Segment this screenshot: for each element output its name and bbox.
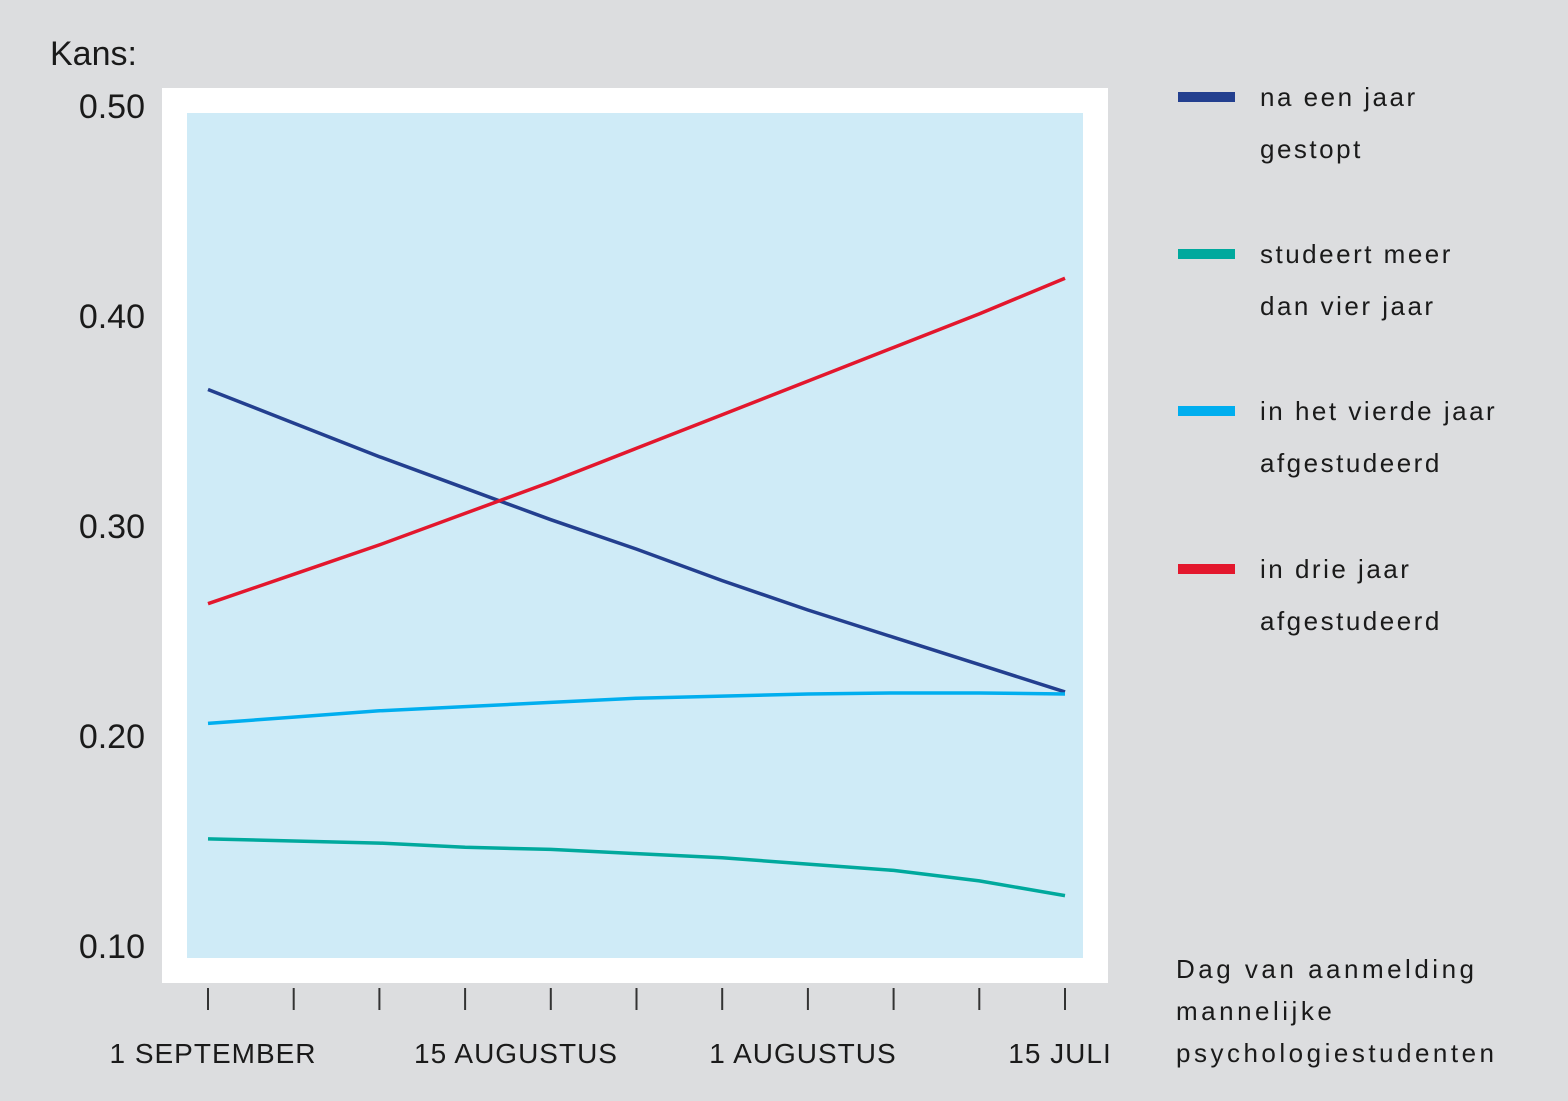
y-tick-label: 0.50 xyxy=(79,88,145,126)
legend-item: in het vierde jaar afgestudeerd xyxy=(1178,396,1497,478)
legend-label: afgestudeerd xyxy=(1260,606,1442,636)
x-axis-note: mannelijke xyxy=(1176,996,1335,1026)
legend-label: dan vier jaar xyxy=(1260,291,1436,321)
legend-label: afgestudeerd xyxy=(1260,448,1442,478)
legend-swatch xyxy=(1178,406,1235,416)
legend-item: in drie jaar afgestudeerd xyxy=(1178,554,1442,636)
legend-label: in drie jaar xyxy=(1260,554,1411,584)
series-line-4 xyxy=(207,276,1066,606)
series-line-1 xyxy=(207,387,1066,694)
legend-item: na een jaar gestopt xyxy=(1178,82,1418,164)
legend-label: studeert meer xyxy=(1260,239,1453,269)
legend-swatch xyxy=(1178,92,1235,102)
x-axis-note: psychologiestudenten xyxy=(1176,1038,1498,1068)
x-tick-label: 15 AUGUSTUS xyxy=(414,1038,618,1069)
x-tick-label: 15 JULI xyxy=(1008,1038,1112,1069)
series-line-2 xyxy=(207,837,1066,898)
y-tick-label: 0.30 xyxy=(79,508,145,546)
legend-label: in het vierde jaar xyxy=(1260,396,1497,426)
x-tick-label: 1 AUGUSTUS xyxy=(709,1038,896,1069)
legend-swatch xyxy=(1178,249,1235,259)
x-tick-label: 1 SEPTEMBER xyxy=(109,1038,316,1069)
legend-label: na een jaar xyxy=(1260,82,1418,112)
y-tick-label: 0.40 xyxy=(79,298,145,336)
legend-item: studeert meer dan vier jaar xyxy=(1178,239,1453,321)
x-axis-note: Dag van aanmelding xyxy=(1176,954,1478,984)
plot-area xyxy=(187,113,1083,958)
legend-swatch xyxy=(1178,564,1235,574)
legend-label: gestopt xyxy=(1260,134,1363,164)
series-line-3 xyxy=(207,691,1066,726)
y-tick-label: 0.10 xyxy=(79,928,145,966)
y-axis-title: Kans: xyxy=(50,35,137,73)
y-tick-label: 0.20 xyxy=(79,718,145,756)
